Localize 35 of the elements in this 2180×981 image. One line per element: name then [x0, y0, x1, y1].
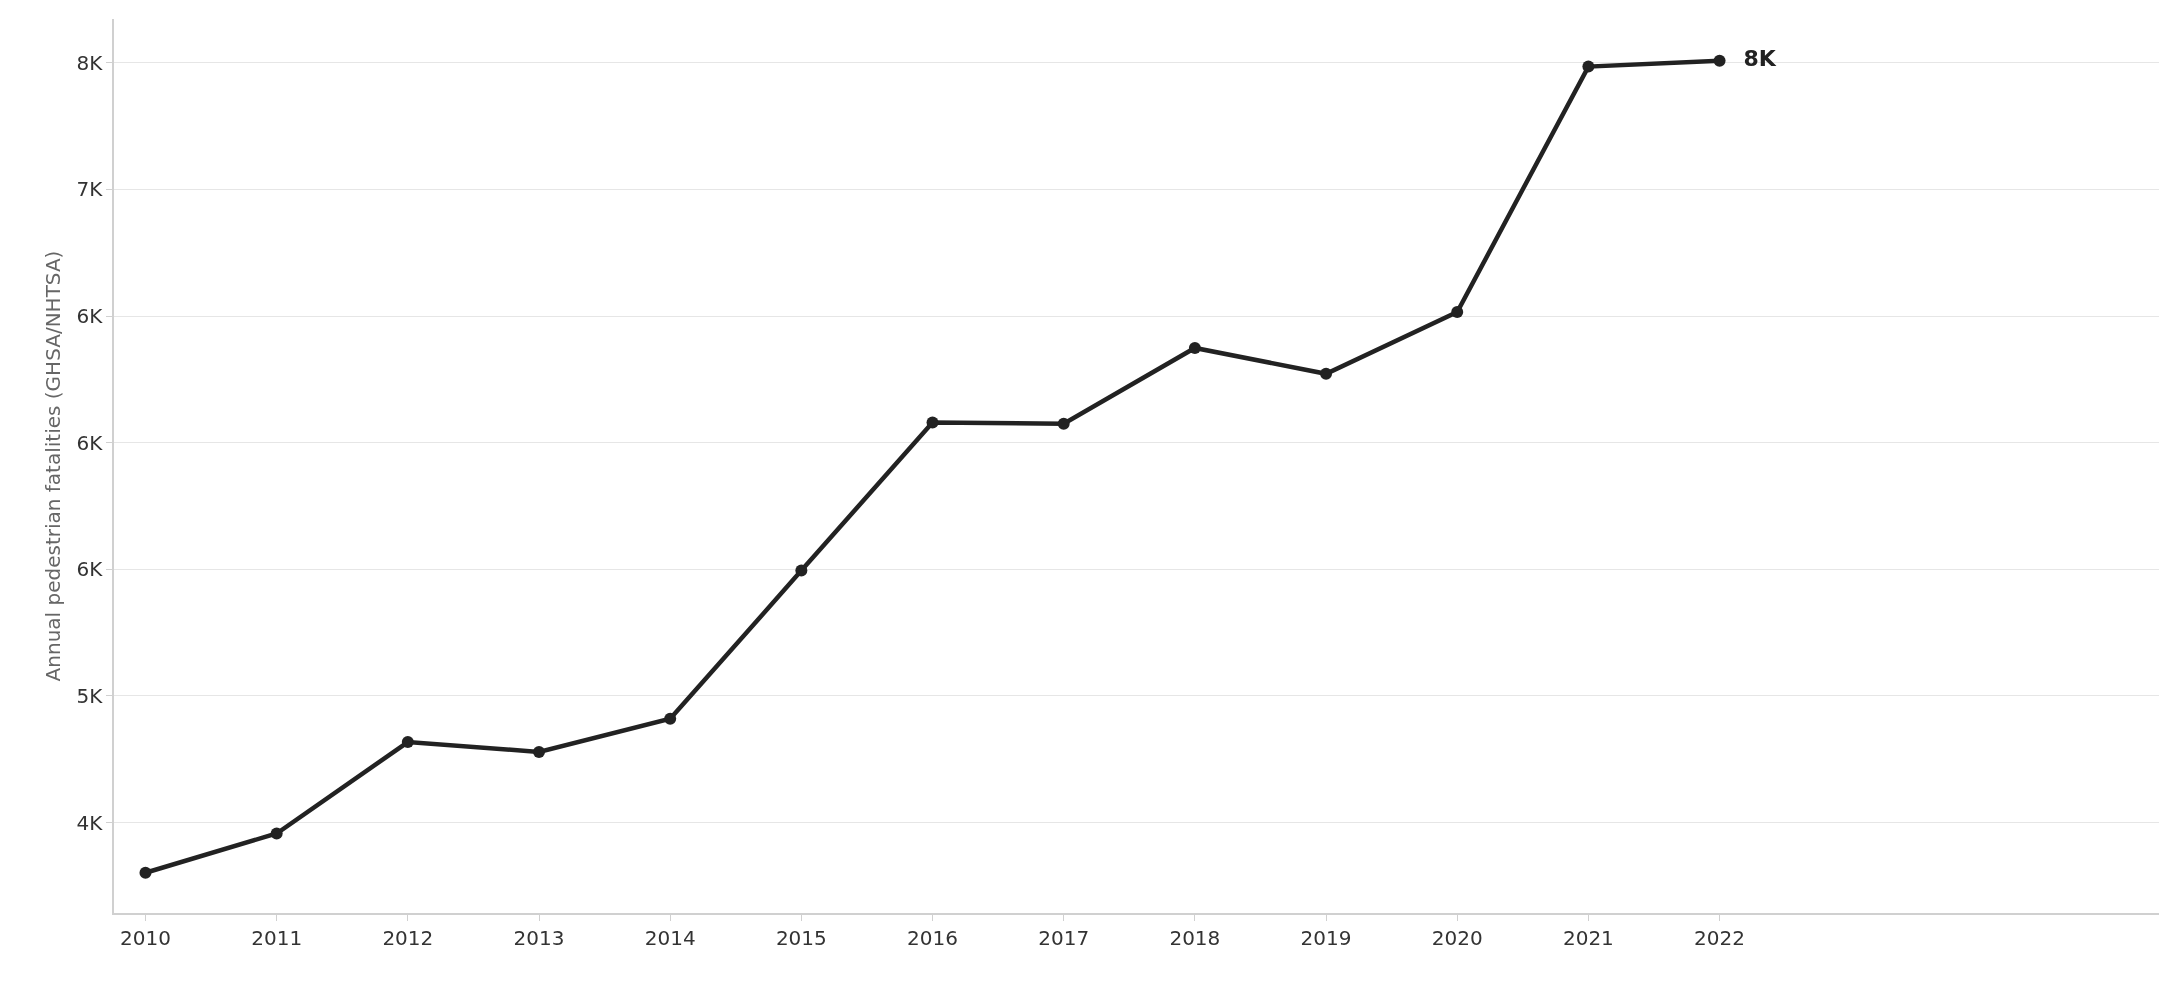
- point: [1713, 54, 1726, 67]
- point: [1188, 341, 1201, 354]
- x-tick-label: 2020: [1431, 925, 1483, 950]
- y-tick-label: 4K: [76, 810, 104, 835]
- y-tick-label: 8K: [76, 50, 104, 75]
- x-tick-label: 2015: [775, 925, 827, 950]
- x-tick-label: 2017: [1038, 925, 1090, 950]
- point: [926, 416, 939, 429]
- x-tick-label: 2018: [1169, 925, 1221, 950]
- point: [1451, 306, 1464, 319]
- point: [664, 712, 677, 725]
- y-tick-label: 7K: [76, 177, 104, 202]
- point: [795, 564, 808, 577]
- x-tick-label: 2013: [513, 925, 565, 950]
- point: [1320, 367, 1333, 380]
- x-tick-label: 2011: [251, 925, 303, 950]
- y-tick-label: 6K: [76, 557, 104, 582]
- x-tick-label: 2022: [1694, 925, 1746, 950]
- data-label: 8K: [1728, 46, 1777, 72]
- x-tick-label: 2019: [1300, 925, 1352, 950]
- y-tick-label: 5K: [76, 683, 104, 708]
- x-tick-label: 2016: [907, 925, 958, 950]
- x-tick-label: 2014: [644, 925, 696, 950]
- point: [270, 827, 283, 840]
- x-tick-label: 2012: [382, 925, 434, 950]
- point: [139, 866, 152, 879]
- x-tick-label: 2021: [1562, 925, 1614, 950]
- x-tick-label: 2010: [120, 925, 171, 950]
- y-tick-label: 6K: [76, 430, 104, 455]
- point: [1057, 417, 1070, 430]
- y-axis-title: Annual pedestrian fatalities (GHSA/NHTSA): [41, 250, 66, 682]
- y-tick-label: 6K: [76, 304, 104, 329]
- point: [533, 745, 545, 758]
- point: [401, 736, 414, 749]
- point: [1582, 60, 1595, 73]
